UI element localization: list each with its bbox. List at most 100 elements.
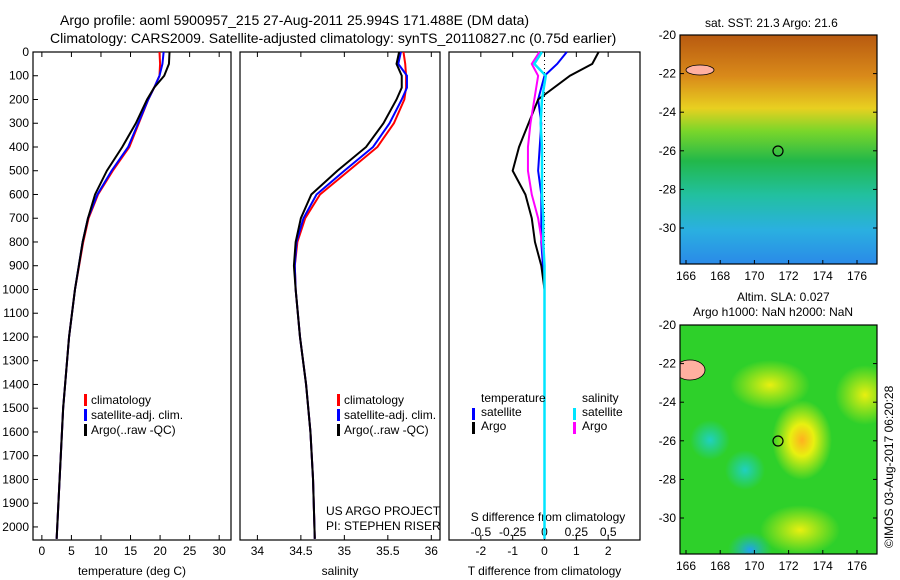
lat-tick-label: -20 <box>659 318 677 332</box>
x-tick-label: -2 <box>475 544 486 558</box>
x-tick-label: -1 <box>507 544 518 558</box>
legend-t-argo: Argo <box>481 419 507 433</box>
y-tick-label: 300 <box>9 116 29 130</box>
project-name: US ARGO PROJECT <box>326 504 441 518</box>
legend-salinity-heading: salinity <box>582 391 619 405</box>
y-tick-label: 1300 <box>2 354 29 368</box>
y-tick-label: 1200 <box>2 330 29 344</box>
credit-timestamp: ©IMOS 03-Aug-2017 06:20:28 <box>882 385 896 548</box>
y-tick-label: 800 <box>9 235 29 249</box>
series-climatology <box>55 51 162 539</box>
legend-s-argo: Argo <box>582 419 608 433</box>
y-tick-label: 1000 <box>2 282 29 296</box>
legend-t-satellite: satellite <box>481 405 522 419</box>
x-tick-label: 15 <box>124 544 138 558</box>
y-tick-label: 700 <box>9 211 29 225</box>
legend-climatology: climatology <box>344 393 404 407</box>
x-tick-label: 5 <box>68 544 75 558</box>
lat-tick-label: -22 <box>659 357 677 371</box>
y-tick-label: 1500 <box>2 401 29 415</box>
lat-tick-label: -28 <box>659 182 677 196</box>
x-tick-label: 10 <box>94 544 108 558</box>
legend-satellite: satellite-adj. clim. <box>91 408 183 422</box>
x-axis-label: salinity <box>322 564 359 578</box>
series-argo-raw-qc- <box>292 51 403 539</box>
x-tick-label: 25 <box>183 544 197 558</box>
sst-map-title: sat. SST: 21.3 Argo: 21.6 <box>705 16 838 30</box>
sla-map-title-2: Argo h1000: NaN h2000: NaN <box>693 305 853 319</box>
temperature-panel: 0100200300400500600700800900100011001200… <box>2 45 232 578</box>
plot-frame <box>239 51 441 541</box>
series-t-satellite <box>537 51 568 539</box>
sla-map: Altim. SLA: 0.027 Argo h1000: NaN h2000:… <box>659 290 878 573</box>
x-tick-label: 35 <box>338 544 352 558</box>
y-tick-label: 1900 <box>2 496 29 510</box>
s-diff-tick-label: -0.25 <box>499 525 527 539</box>
salinity-legend: climatology satellite-adj. clim. Argo(..… <box>326 393 441 533</box>
lat-tick-label: -24 <box>659 105 677 119</box>
x-tick-label: 34.5 <box>289 544 313 558</box>
x-tick-label: 2 <box>605 544 612 558</box>
s-diff-axis-label: S difference from climatology <box>471 510 626 524</box>
title-line-2: Climatology: CARS2009. Satellite-adjuste… <box>50 30 616 46</box>
y-tick-label: 1100 <box>3 306 29 320</box>
island-shape <box>685 64 715 76</box>
lon-tick-label: 176 <box>847 269 867 283</box>
series-argo-raw-qc- <box>55 51 171 539</box>
lon-tick-label: 174 <box>813 559 833 573</box>
lat-tick-label: -26 <box>659 144 677 158</box>
x-tick-label: 20 <box>153 544 167 558</box>
legend-argo: Argo(..raw -QC) <box>344 423 429 437</box>
lat-tick-label: -24 <box>659 395 677 409</box>
y-tick-label: 900 <box>9 259 29 273</box>
lon-tick-label: 168 <box>710 559 730 573</box>
title-line-1: Argo profile: aoml 5900957_215 27-Aug-20… <box>60 12 529 28</box>
x-tick-label: 0 <box>39 544 46 558</box>
y-tick-label: 200 <box>9 92 29 106</box>
x-tick-label: 30 <box>212 544 226 558</box>
sst-map: sat. SST: 21.3 Argo: 21.6 166 168 170 172 17… <box>659 16 878 283</box>
series-t-argo <box>511 51 600 539</box>
y-tick-label: 1700 <box>2 449 29 463</box>
argo-location-marker <box>772 435 784 447</box>
lat-tick-label: -26 <box>659 434 677 448</box>
x-axis-label: T difference from climatology <box>468 564 622 578</box>
lon-tick-label: 170 <box>744 269 764 283</box>
salinity-panel: 34 34.5 35 35.5 36 salinity <box>239 51 441 578</box>
y-tick-label: 400 <box>9 140 29 154</box>
s-diff-tick-label: -0.5 <box>470 525 491 539</box>
x-tick-label: 36 <box>425 544 439 558</box>
series-satellite-adj-clim- <box>55 51 165 539</box>
legend-satellite: satellite-adj. clim. <box>344 408 436 422</box>
lon-tick-label: 166 <box>676 559 696 573</box>
argo-location-marker <box>772 145 784 157</box>
lat-tick-label: -30 <box>659 511 677 525</box>
y-tick-label: 600 <box>9 187 29 201</box>
y-tick-label: 0 <box>22 45 29 59</box>
y-tick-label: 1600 <box>2 425 29 439</box>
difference-panel: -2 -1 0 1 2 T difference from climatology -0.5… <box>448 51 641 578</box>
project-pi: PI: STEPHEN RISER <box>326 519 441 533</box>
y-tick-label: 500 <box>9 164 29 178</box>
legend-temperature-heading: temperature <box>481 391 546 405</box>
y-tick-label: 100 <box>9 69 29 83</box>
series-s-satellite <box>532 51 548 539</box>
y-tick-label: 1800 <box>2 472 29 486</box>
lat-tick-label: -20 <box>659 28 677 42</box>
y-tick-label: 2000 <box>2 520 29 534</box>
lat-tick-label: -22 <box>659 67 677 81</box>
s-diff-tick-label: 0.25 <box>565 525 589 539</box>
temperature-legend: climatology satellite-adj. clim. Argo(..… <box>84 393 183 437</box>
legend-argo: Argo(..raw -QC) <box>91 423 176 437</box>
difference-legend: temperature satellite Argo salinity sate… <box>472 391 623 434</box>
x-tick-label: 1 <box>573 544 580 558</box>
sla-map-title-1: Altim. SLA: 0.027 <box>737 290 830 304</box>
x-tick-label: 0 <box>541 544 548 558</box>
sst-field <box>680 35 877 264</box>
x-tick-label: 35.5 <box>376 544 400 558</box>
x-axis-label: temperature (deg C) <box>78 564 186 578</box>
plot-frame <box>32 51 232 541</box>
lon-tick-label: 170 <box>744 559 764 573</box>
lon-tick-label: 168 <box>710 269 730 283</box>
